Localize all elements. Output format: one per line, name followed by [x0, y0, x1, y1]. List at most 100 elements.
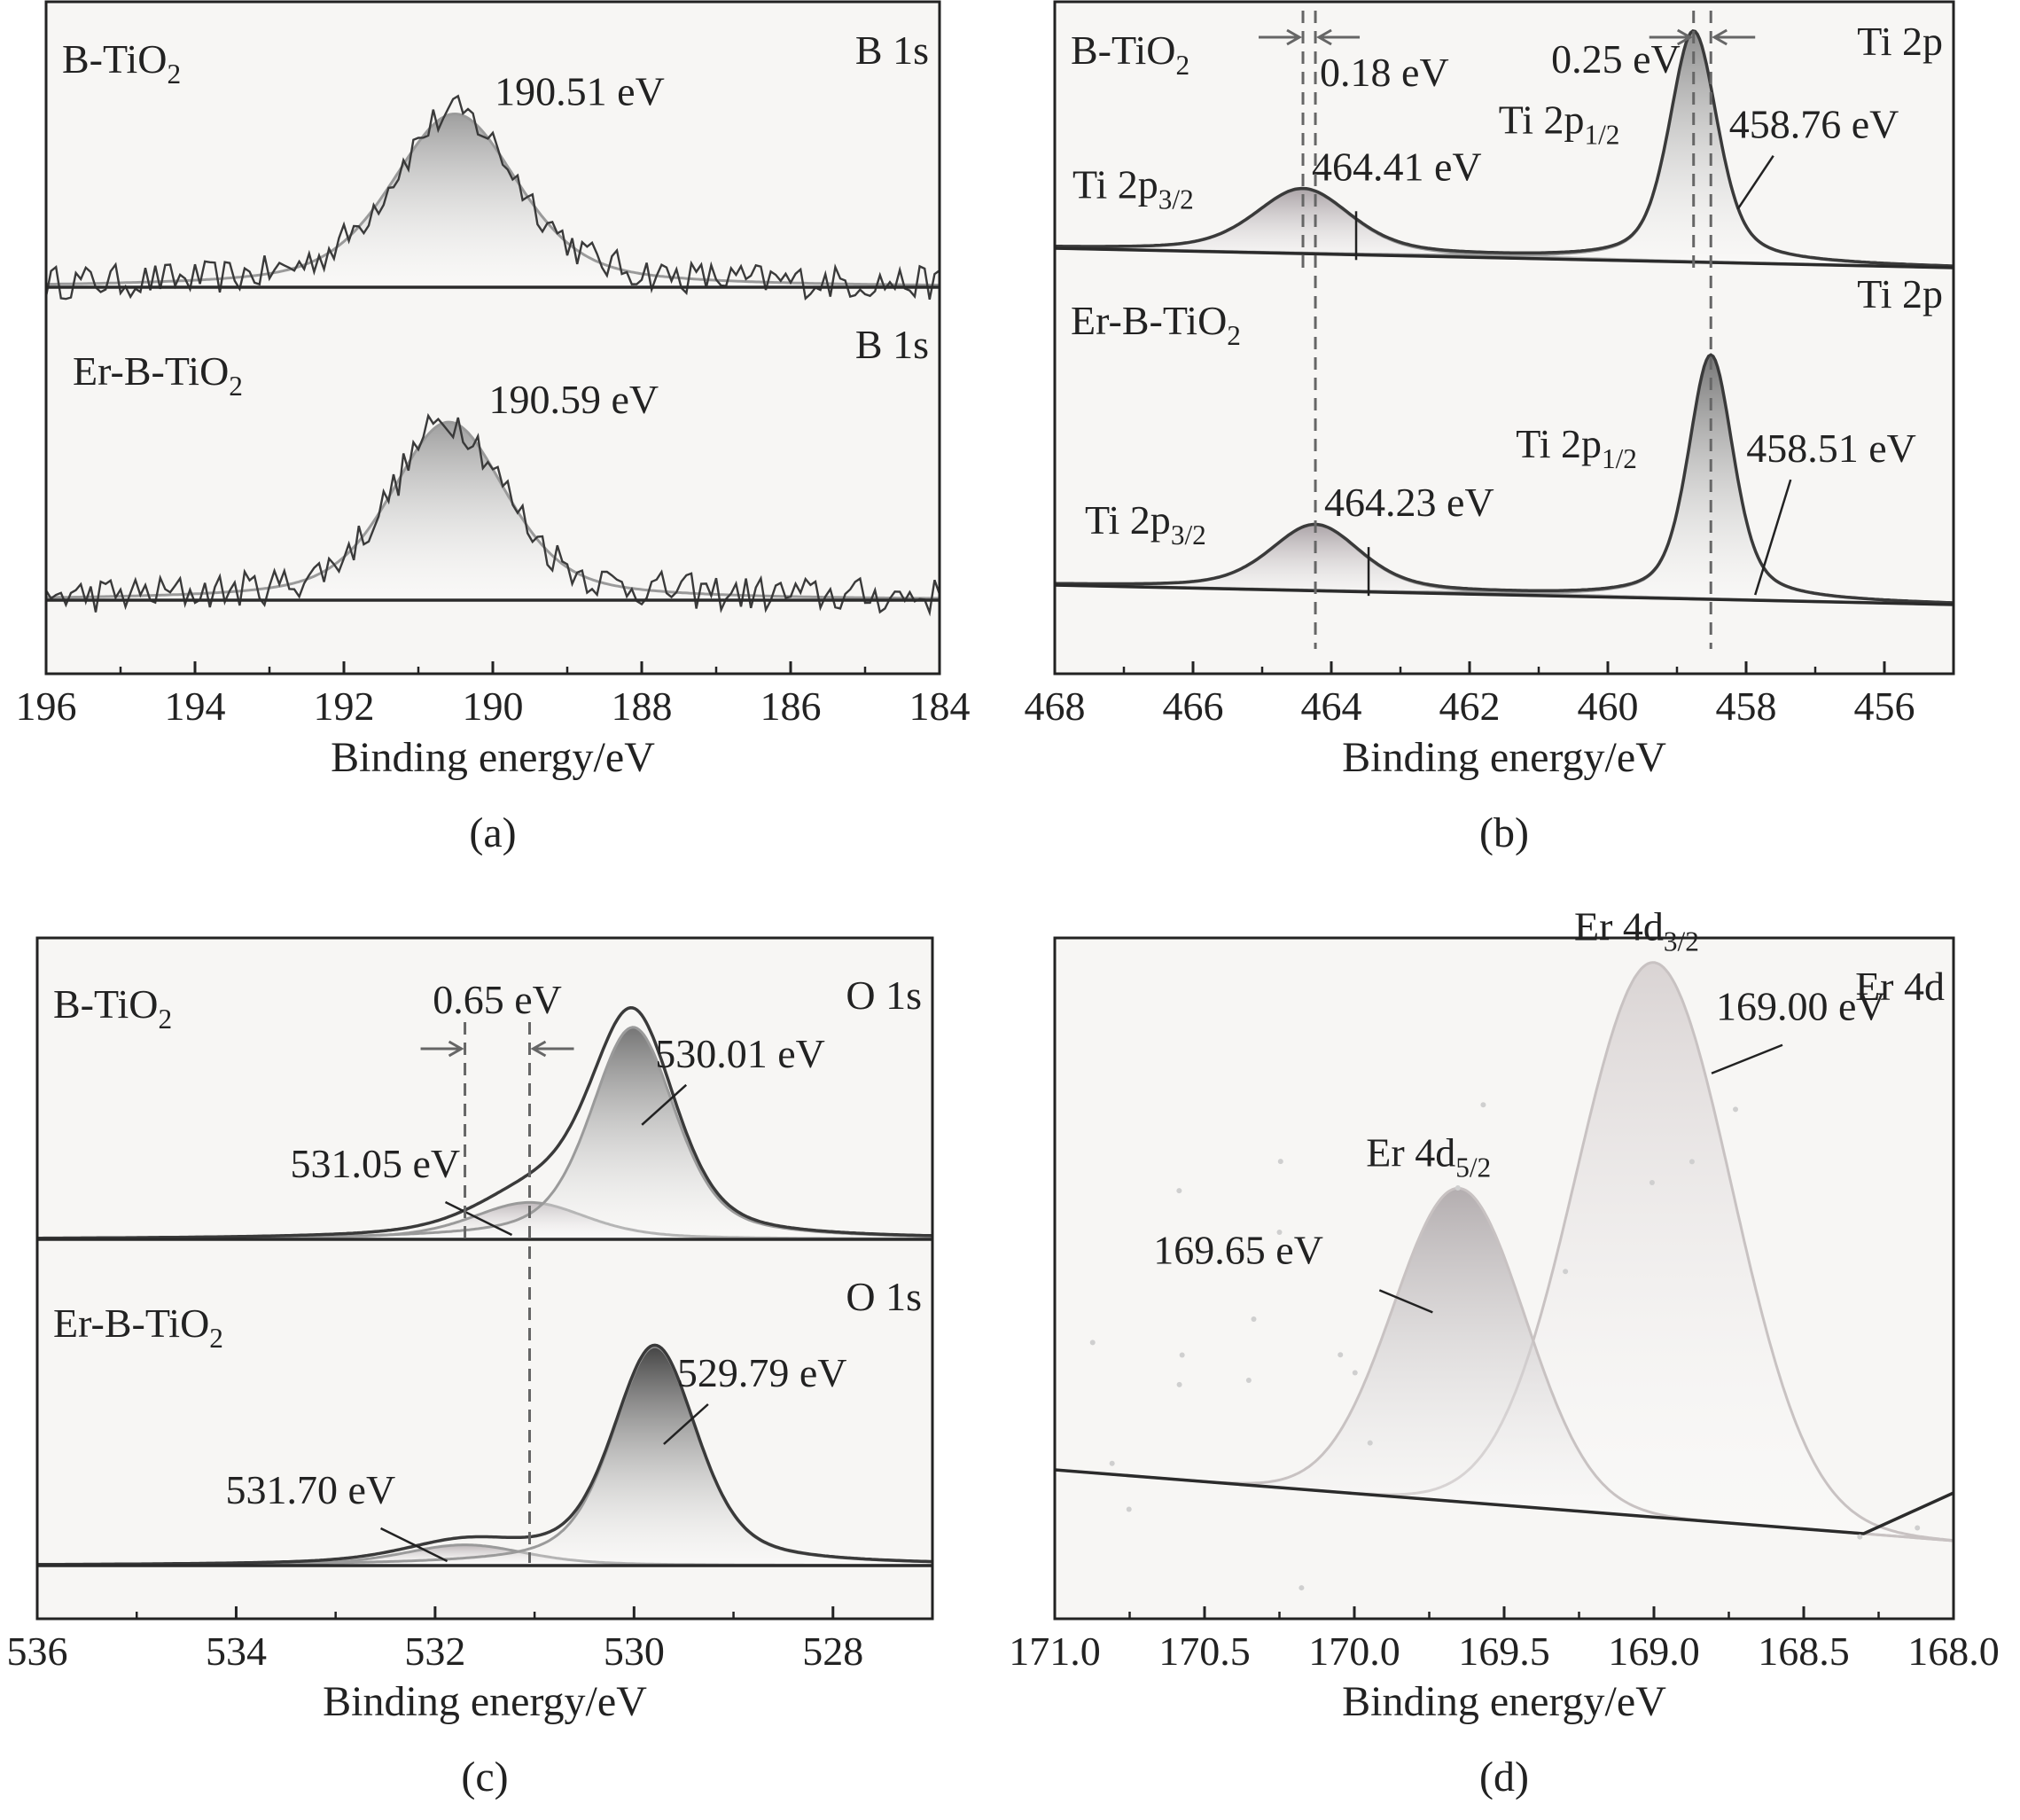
x-tick-label: 169.5	[1458, 1629, 1550, 1674]
plot-frame	[1053, 0, 1955, 676]
shift-arrow	[1712, 28, 1756, 46]
leader-line	[1736, 154, 1774, 210]
data-point	[1109, 1460, 1115, 1466]
x-axis-label: Binding energy/eV	[1342, 734, 1666, 781]
x-tick-label: 190	[463, 683, 524, 729]
data-point	[1352, 1370, 1358, 1376]
data-point	[1733, 1106, 1739, 1113]
fit-peak-a-0-0	[44, 112, 941, 289]
data-point	[1126, 1506, 1132, 1512]
shift-arrow	[420, 1040, 464, 1058]
core-level-label: Ti 2p	[1857, 271, 1943, 316]
core-level-label: B 1s	[855, 27, 929, 73]
leader-line	[1711, 1043, 1783, 1074]
x-tick-label: 192	[314, 683, 375, 729]
panel-a: B-TiO2 B 1s 190.51 eV Er-B-TiO2 B 1s 190.59 e…	[16, 0, 971, 856]
data-point	[1563, 1269, 1569, 1275]
x-tick-label: 196	[16, 683, 77, 729]
peak-energy-label: 531.70 eV	[226, 1467, 396, 1512]
shift-label: 0.18 eV	[1320, 50, 1449, 95]
leader-line	[1378, 1289, 1433, 1314]
panel-d: Er 4d Er 4d5/2 169.65 eV Er 4d3/2 169.00 eV 1…	[1009, 904, 2000, 1800]
data-point	[1299, 1585, 1305, 1591]
peak-energy-label: 190.51 eV	[495, 69, 665, 114]
leader-line	[1754, 479, 1792, 596]
peak-energy-label: 169.65 eV	[1153, 1227, 1323, 1272]
x-tick-label: 458	[1716, 683, 1777, 729]
x-tick-label: 468	[1025, 683, 1086, 729]
envelope-c-0	[37, 1006, 933, 1240]
shift-label: 0.65 eV	[433, 977, 562, 1022]
data-point	[1277, 1159, 1283, 1165]
baseline-d	[1054, 1468, 1954, 1535]
panel-label: (a)	[469, 809, 516, 856]
plot-frame	[35, 936, 934, 1621]
x-tick-label: 170.5	[1158, 1629, 1251, 1674]
sample-label: B-TiO2	[1071, 27, 1189, 81]
core-level-label: Er 4d	[1855, 964, 1945, 1009]
data-point	[1338, 1352, 1344, 1358]
sample-label: B-TiO2	[62, 36, 181, 90]
peak-energy-label: 458.76 eV	[1729, 102, 1899, 147]
leader-line	[641, 1083, 688, 1126]
x-tick-label: 169.0	[1608, 1629, 1700, 1674]
peak-name-label: Ti 2p1/2	[1499, 98, 1620, 151]
raw-spectrum-a-0	[44, 94, 940, 301]
data-point	[1689, 1159, 1695, 1165]
panel-label: (b)	[1479, 809, 1529, 856]
x-tick-label: 530	[604, 1629, 665, 1674]
panel-c: B-TiO2 O 1s 531.05 eV 530.01 eV Er-B-TiO2 O 1…	[7, 936, 934, 1800]
data-point	[1089, 1340, 1096, 1346]
x-axis-label: Binding energy/eV	[331, 734, 655, 781]
x-tick-label: 188	[612, 683, 673, 729]
x-tick-label: 536	[7, 1629, 68, 1674]
envelope-c-1	[37, 1343, 932, 1566]
x-tick-label: 528	[802, 1629, 863, 1674]
plot-area	[1055, 2, 1954, 674]
x-tick-label: 460	[1578, 683, 1639, 729]
peak-energy-label: 530.01 eV	[655, 1031, 825, 1076]
peak-energy-label: 464.23 eV	[1324, 480, 1494, 525]
fit-peak-a-1-0	[44, 420, 941, 602]
baseline-b-1	[1054, 583, 1954, 606]
baseline-b-0	[1054, 246, 1954, 269]
leader-line	[444, 1200, 513, 1237]
peak-energy-label: 458.51 eV	[1746, 426, 1916, 471]
x-tick-label: 464	[1301, 683, 1362, 729]
peak-energy-label: 190.59 eV	[488, 377, 659, 422]
sample-label: B-TiO2	[53, 981, 172, 1035]
peak-name-label: Ti 2p3/2	[1085, 497, 1206, 551]
plot-area	[37, 938, 932, 1619]
peak-energy-label: 529.79 eV	[677, 1350, 847, 1395]
x-axis-label: Binding energy/eV	[323, 1678, 647, 1725]
core-level-label: O 1s	[846, 1274, 922, 1319]
shift-arrow	[1316, 28, 1361, 46]
peak-name-label: Ti 2p3/2	[1072, 161, 1194, 215]
panel-label: (c)	[461, 1754, 508, 1800]
data-point	[1176, 1188, 1182, 1194]
x-tick-label: 186	[760, 683, 822, 729]
x-tick-label: 462	[1439, 683, 1501, 729]
shift-arrow	[1259, 28, 1303, 46]
data-point	[1649, 1179, 1655, 1185]
data-point	[1480, 1102, 1486, 1108]
sample-label: Er-B-TiO2	[1071, 298, 1241, 351]
data-point	[1915, 1525, 1921, 1531]
shift-label: 0.25 eV	[1551, 36, 1681, 82]
data-point	[1251, 1316, 1257, 1322]
sample-label: Er-B-TiO2	[53, 1301, 223, 1354]
peak-energy-label: 169.00 eV	[1716, 984, 1886, 1029]
peak-name-label: Er 4d5/2	[1366, 1129, 1491, 1183]
data-point	[1179, 1352, 1185, 1358]
data-point	[1857, 1534, 1863, 1540]
x-tick-label: 171.0	[1009, 1629, 1101, 1674]
x-axis-label: Binding energy/eV	[1342, 1678, 1666, 1725]
x-tick-label: 456	[1854, 683, 1915, 729]
leader-line	[380, 1527, 448, 1563]
data-point	[1455, 1185, 1461, 1191]
panel-label: (d)	[1479, 1754, 1529, 1800]
panel-b: B-TiO2 Ti 2p Ti 2p3/2 464.41 eV Ti 2p1/2 458.…	[1025, 0, 1955, 856]
raw-spectrum-a-1	[44, 412, 941, 617]
envelope-b-0	[1055, 29, 1954, 268]
